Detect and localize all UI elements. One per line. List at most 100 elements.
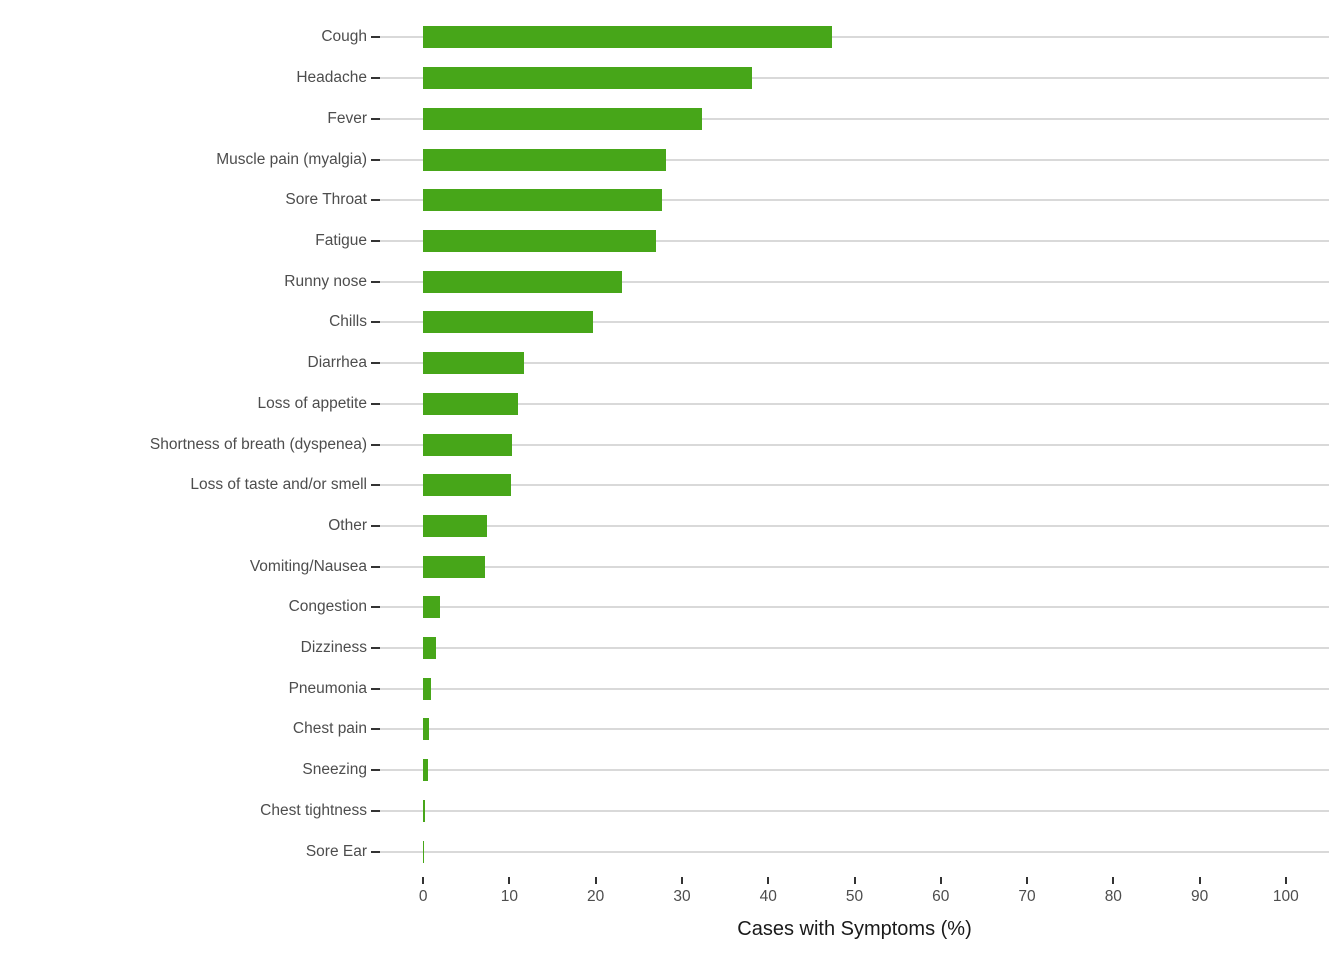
y-axis-label: Sore Ear — [305, 842, 367, 860]
y-axis-label: Dizziness — [300, 639, 367, 657]
bar — [423, 107, 702, 130]
y-tick-mark — [371, 850, 380, 853]
y-axis-label: Vomiting/Nausea — [249, 557, 367, 575]
gridline — [380, 402, 1329, 405]
gridline — [380, 117, 1329, 120]
x-tick-label: 0 — [418, 888, 428, 905]
bar — [423, 759, 429, 782]
x-tick-mark — [853, 877, 856, 884]
gridline — [380, 850, 1329, 853]
y-axis-label: Pneumonia — [288, 679, 367, 697]
x-tick-label: 50 — [845, 888, 864, 905]
x-tick-mark — [508, 877, 511, 884]
y-axis-label: Chest tightness — [260, 801, 367, 819]
gridline — [380, 199, 1329, 202]
gridline — [380, 687, 1329, 690]
x-tick-mark — [1112, 877, 1115, 884]
bar — [423, 311, 594, 334]
gridline — [380, 239, 1329, 242]
x-tick-label: 40 — [759, 888, 777, 905]
gridline — [380, 77, 1329, 80]
bar — [423, 67, 752, 90]
y-axis-label: Fatigue — [315, 231, 367, 249]
y-axis-label: Loss of appetite — [257, 394, 367, 412]
gridline — [380, 321, 1329, 324]
y-tick-mark — [371, 321, 380, 324]
y-tick-mark — [371, 647, 380, 650]
bar — [423, 270, 623, 293]
bar — [423, 840, 425, 863]
x-tick-mark — [1198, 877, 1201, 884]
bar — [423, 555, 486, 578]
y-axis-label: Congestion — [288, 598, 367, 616]
x-axis-title: Cases with Symptoms (%) — [737, 918, 972, 940]
bar — [423, 596, 441, 619]
y-axis-label: Fever — [327, 109, 367, 127]
y-tick-mark — [371, 484, 380, 487]
y-tick-mark — [371, 36, 380, 39]
gridline — [380, 647, 1329, 650]
y-tick-mark — [371, 77, 380, 80]
bar — [423, 189, 663, 212]
y-tick-mark — [371, 769, 380, 772]
bar — [423, 392, 519, 415]
y-tick-mark — [371, 362, 380, 365]
bar — [423, 433, 512, 456]
y-axis-label: Chest pain — [292, 720, 367, 738]
x-tick-label: 60 — [932, 888, 950, 905]
plot-panel — [380, 13, 1329, 876]
y-axis-label: Shortness of breath (dyspenea) — [149, 435, 367, 453]
x-tick-mark — [1026, 877, 1029, 884]
x-tick-label: 30 — [673, 888, 691, 905]
gridline — [380, 158, 1329, 161]
y-tick-mark — [371, 239, 380, 242]
gridline — [380, 524, 1329, 527]
y-tick-mark — [371, 809, 380, 812]
y-axis-label: Diarrhea — [307, 354, 367, 372]
x-tick-mark — [594, 877, 597, 884]
x-tick-mark — [1284, 877, 1287, 884]
y-tick-mark — [371, 565, 380, 568]
y-axis-label: Chills — [329, 313, 367, 331]
y-tick-mark — [371, 687, 380, 690]
y-axis-label: Other — [328, 516, 367, 534]
gridline — [380, 484, 1329, 487]
bar — [423, 474, 512, 497]
x-tick-label: 80 — [1104, 888, 1122, 905]
y-tick-mark — [371, 606, 380, 609]
y-axis-label: Sore Throat — [285, 191, 367, 209]
x-tick-label: 10 — [500, 888, 519, 905]
y-tick-mark — [371, 280, 380, 283]
y-tick-mark — [371, 524, 380, 527]
y-tick-mark — [371, 728, 380, 731]
x-tick-mark — [422, 877, 425, 884]
y-tick-mark — [371, 402, 380, 405]
y-tick-mark — [371, 117, 380, 120]
gridline — [380, 443, 1329, 446]
bar — [423, 718, 430, 741]
y-axis-label: Loss of taste and/or smell — [190, 476, 367, 494]
x-tick-mark — [767, 877, 770, 884]
bar — [423, 799, 426, 822]
bar — [423, 148, 666, 171]
x-tick-label: 90 — [1190, 888, 1209, 905]
y-tick-mark — [371, 443, 380, 446]
gridline — [380, 606, 1329, 609]
bar — [423, 514, 487, 537]
bar — [423, 677, 431, 700]
x-tick-label: 100 — [1272, 888, 1299, 905]
y-axis-label: Sneezing — [302, 761, 367, 779]
y-axis-label: Cough — [321, 28, 367, 46]
y-axis-label: Runny nose — [284, 272, 367, 290]
x-tick-mark — [680, 877, 683, 884]
x-tick-mark — [939, 877, 942, 884]
bar — [423, 229, 657, 252]
bar — [423, 352, 525, 375]
y-tick-mark — [371, 158, 380, 161]
gridline — [380, 280, 1329, 283]
y-axis-label: Headache — [296, 69, 367, 87]
bar — [423, 637, 437, 660]
gridline — [380, 769, 1329, 772]
gridline — [380, 36, 1329, 39]
